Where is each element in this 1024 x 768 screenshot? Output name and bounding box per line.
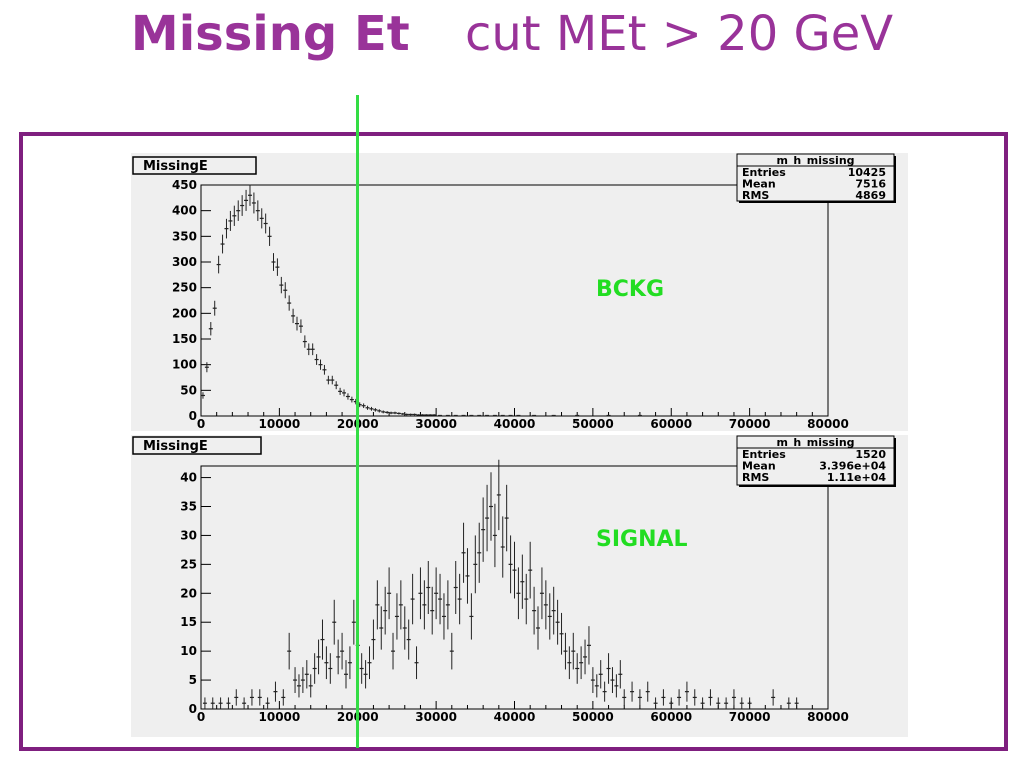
chart2-y-tick-label: 40 bbox=[180, 471, 197, 485]
chart2-x-tick-label: 10000 bbox=[259, 710, 301, 724]
chart2-y-tick-label: 0 bbox=[189, 702, 197, 716]
chart2-x-tick-label: 40000 bbox=[494, 710, 536, 724]
chart2-x-tick-label: 50000 bbox=[572, 710, 614, 724]
chart1-x-tick-label: 60000 bbox=[650, 417, 692, 431]
chart1-y-tick-label: 250 bbox=[172, 281, 197, 295]
cut-line bbox=[356, 95, 359, 748]
chart1-title-box bbox=[132, 156, 257, 175]
chart2-region-label: SIGNAL bbox=[596, 527, 688, 552]
chart2-title: MissingE bbox=[143, 439, 208, 454]
chart1-y-tick-label: 450 bbox=[172, 178, 197, 192]
chart1-stats-name: m_h_missing bbox=[776, 154, 854, 167]
chart2-y-tick-label: 35 bbox=[180, 500, 197, 514]
chart2-y-tick-label: 30 bbox=[180, 528, 197, 542]
chart1-stats-value: 4869 bbox=[855, 189, 886, 202]
chart2-stats-value: 1.11e+04 bbox=[827, 471, 886, 484]
chart1-x-tick-label: 0 bbox=[197, 417, 205, 431]
chart2-x-tick-label: 80000 bbox=[807, 710, 849, 724]
chart1-x-tick-label: 50000 bbox=[572, 417, 614, 431]
chart2-stats-box bbox=[736, 435, 895, 486]
chart1-title: MissingE bbox=[143, 159, 208, 174]
chart1-stats-label: RMS bbox=[742, 189, 769, 202]
chart1-y-tick-label: 100 bbox=[172, 358, 197, 372]
chart1-x-tick-label: 70000 bbox=[729, 417, 771, 431]
chart2-stats-label: RMS bbox=[742, 471, 769, 484]
chart1-y-tick-label: 150 bbox=[172, 332, 197, 346]
chart2-y-tick-label: 10 bbox=[180, 644, 197, 658]
chart1-stats-box bbox=[736, 153, 895, 202]
chart2-stats-label: Entries bbox=[742, 448, 786, 461]
chart1-y-tick-label: 300 bbox=[172, 255, 197, 269]
chart1-y-tick-label: 400 bbox=[172, 204, 197, 218]
chart2-x-tick-label: 30000 bbox=[415, 710, 457, 724]
chart1-stats-value: 10425 bbox=[848, 166, 886, 179]
chart2-stats-name: m_h_missing bbox=[776, 436, 854, 449]
chart2-x-tick-label: 60000 bbox=[650, 710, 692, 724]
slide-title-cut: cut MEt > 20 GeV bbox=[464, 6, 894, 62]
chart1-stats-value: 7516 bbox=[855, 178, 886, 191]
chart2-title-box bbox=[132, 436, 262, 455]
chart2-y-tick-label: 15 bbox=[180, 615, 197, 629]
chart2-x-tick-label: 0 bbox=[197, 710, 205, 724]
chart1-x-tick-label: 40000 bbox=[494, 417, 536, 431]
chart2-stats-value: 3.396e+04 bbox=[819, 460, 886, 473]
chart1-x-tick-label: 80000 bbox=[807, 417, 849, 431]
chart1-stats-label: Mean bbox=[742, 178, 776, 191]
chart2-y-tick-label: 25 bbox=[180, 557, 197, 571]
chart1-y-tick-label: 50 bbox=[180, 383, 197, 397]
slide-title: Missing Et cut MEt > 20 GeV bbox=[0, 6, 1024, 62]
chart1-x-tick-label: 30000 bbox=[415, 417, 457, 431]
chart2-stats-label: Mean bbox=[742, 460, 776, 473]
chart-frame bbox=[19, 132, 1008, 751]
chart2-y-tick-label: 5 bbox=[189, 673, 197, 687]
chart1-x-tick-label: 10000 bbox=[259, 417, 301, 431]
chart2-stats-value: 1520 bbox=[855, 448, 886, 461]
chart1-region-label: BCKG bbox=[596, 277, 664, 302]
chart1-y-tick-label: 350 bbox=[172, 229, 197, 243]
chart1-stats-label: Entries bbox=[742, 166, 786, 179]
chart1-y-tick-label: 0 bbox=[189, 409, 197, 423]
slide-title-main: Missing Et bbox=[130, 6, 410, 62]
chart2-y-tick-label: 20 bbox=[180, 586, 197, 600]
chart1-y-tick-label: 200 bbox=[172, 306, 197, 320]
chart2-x-tick-label: 70000 bbox=[729, 710, 771, 724]
